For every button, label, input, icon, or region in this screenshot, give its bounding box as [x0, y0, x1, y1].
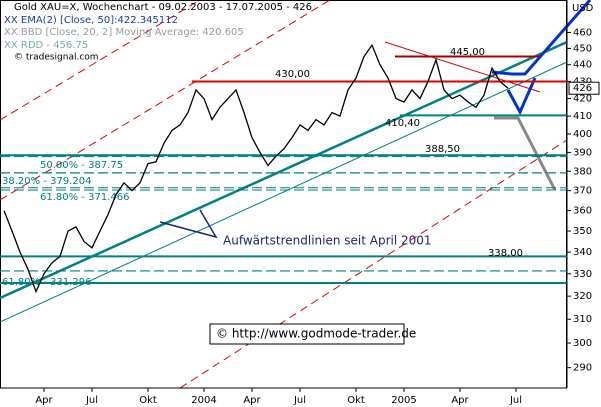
y-tick-label: 410	[573, 111, 592, 122]
x-tick-label: 2005	[391, 395, 416, 406]
last-price-label: 426	[573, 83, 592, 94]
y-tick-label: 310	[573, 314, 592, 325]
price-line	[3, 43, 509, 294]
scenario-arrow	[506, 77, 537, 116]
last-price-box	[568, 81, 600, 95]
x-tick-label: Okt	[139, 395, 157, 406]
y-tick-label: 290	[573, 363, 592, 374]
y-tick-label: 400	[573, 129, 592, 140]
legend-line: XX EMA(2) [Close, 50]:422.345112	[4, 15, 178, 26]
level-label: 50.00% - 387.75	[40, 160, 123, 171]
plot-frame	[0, 0, 567, 389]
trend-line	[0, 40, 568, 300]
y-tick-label: 460	[573, 27, 592, 38]
level-label: 388,50	[425, 144, 460, 155]
y-tick-label: 330	[573, 269, 592, 280]
legend-line: XX BBD [Close, 20, 2] Moving Average: 42…	[4, 27, 244, 38]
y-tick-label: 390	[573, 147, 592, 158]
level-label: 338,00	[488, 248, 523, 259]
level-label: 410,40	[385, 118, 420, 129]
x-tick-label: Apr	[451, 395, 469, 406]
y-tick-label: 420	[573, 94, 592, 105]
y-tick-label: 380	[573, 166, 592, 177]
x-tick-label: 2004	[191, 395, 216, 406]
x-tick-label: Jul	[293, 395, 306, 406]
y-tick-label: 370	[573, 186, 592, 197]
level-label: 61.80% - 331.296	[2, 277, 91, 288]
level-label: 38.20% - 379.204	[2, 176, 91, 187]
scenario-arrow	[494, 116, 557, 191]
x-tick-label: Apr	[35, 395, 53, 406]
y-tick-label: 360	[573, 206, 592, 217]
x-tick-label: Okt	[347, 395, 365, 406]
level-label: 445,00	[450, 47, 485, 58]
annotation-arrow	[159, 209, 218, 239]
scenario-arrow	[491, 0, 592, 76]
legend-line: XX RDD - 456.75	[4, 40, 88, 51]
level-label: 61.80% - 371.466	[40, 192, 129, 203]
channel-line	[179, 139, 568, 389]
chart-title: Gold XAU=X, Wochenchart - 09.02.2003 - 1…	[14, 2, 312, 13]
y-tick-label: 340	[573, 247, 592, 258]
level-label: 430,00	[275, 69, 310, 80]
y-tick-label: 350	[573, 226, 592, 237]
resistance-line	[384, 41, 541, 93]
copyright: © http://www.godmode-trader.de	[216, 327, 416, 341]
annotation: Aufwärtstrendlinien seit April 2001	[223, 234, 432, 248]
y-tick-label: 320	[573, 291, 592, 302]
x-tick-label: Apr	[243, 395, 261, 406]
source: © tradesignal.com	[14, 53, 99, 63]
y-tick-label: 450	[573, 43, 592, 54]
x-tick-label: Jul	[509, 395, 522, 406]
y-unit: USD	[572, 3, 594, 14]
x-tick-label: Jul	[85, 395, 98, 406]
y-tick-label: 440	[573, 60, 592, 71]
y-tick-label: 300	[573, 338, 592, 349]
copyright-box	[209, 323, 405, 345]
